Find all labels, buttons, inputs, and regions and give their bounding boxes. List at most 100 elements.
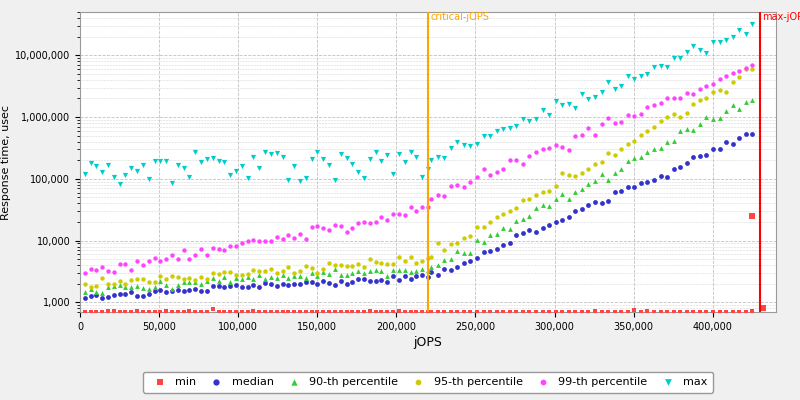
95-th percentile (258, 268, 271, 274)
90-th percentile (602, 177, 614, 184)
95-th percentile (137, 276, 150, 283)
min (258, 309, 271, 315)
99-th percentile (352, 220, 365, 226)
median (102, 294, 114, 300)
95-th percentile (206, 270, 219, 276)
90-th percentile (404, 269, 417, 276)
min (746, 308, 758, 314)
99-th percentile (404, 204, 417, 210)
95-th percentile (497, 211, 510, 217)
99-th percentile (410, 208, 422, 214)
95-th percentile (464, 233, 477, 240)
min (340, 309, 353, 315)
99-th percentile (458, 184, 470, 190)
median (582, 202, 595, 208)
99-th percentile (78, 270, 91, 276)
95-th percentile (674, 114, 686, 120)
min (130, 308, 143, 315)
min (713, 309, 726, 315)
99-th percentile (497, 166, 510, 172)
min (322, 309, 335, 315)
95-th percentile (706, 89, 719, 96)
90-th percentile (425, 264, 438, 271)
max (148, 158, 161, 164)
max (634, 73, 647, 80)
max (386, 171, 399, 178)
90-th percentile (536, 202, 549, 208)
95-th percentile (288, 270, 301, 276)
90-th percentile (130, 282, 143, 289)
max (720, 37, 733, 43)
median (299, 279, 312, 285)
Legend: min, median, 90-th percentile, 95-th percentile, 99-th percentile, max: min, median, 90-th percentile, 95-th per… (143, 372, 713, 393)
90-th percentile (477, 239, 490, 245)
max (171, 162, 184, 168)
max (569, 105, 582, 111)
max (194, 158, 207, 165)
min (235, 309, 248, 315)
median (451, 264, 464, 270)
max (503, 125, 516, 132)
99-th percentile (148, 255, 161, 262)
median (517, 230, 530, 236)
95-th percentile (425, 254, 438, 260)
90-th percentile (119, 284, 132, 290)
95-th percentile (720, 88, 733, 95)
median (218, 284, 230, 290)
median (334, 278, 347, 284)
90-th percentile (125, 284, 138, 291)
min (674, 309, 686, 315)
95-th percentile (628, 138, 641, 144)
min (517, 308, 530, 315)
95-th percentile (615, 146, 628, 152)
median (431, 272, 444, 278)
95-th percentile (299, 262, 312, 269)
max (536, 107, 549, 114)
median (733, 135, 746, 142)
95-th percentile (517, 197, 530, 204)
max (125, 164, 138, 171)
min (582, 308, 595, 315)
90-th percentile (96, 290, 109, 296)
min (438, 309, 450, 315)
90-th percentile (160, 282, 173, 288)
min (125, 309, 138, 315)
95-th percentile (700, 95, 713, 102)
90-th percentile (451, 248, 464, 254)
min (733, 308, 746, 315)
95-th percentile (410, 260, 422, 267)
max (589, 94, 602, 100)
median (536, 225, 549, 232)
median (713, 145, 726, 152)
99-th percentile (575, 132, 588, 138)
min (530, 309, 542, 315)
90-th percentile (556, 190, 569, 197)
min (497, 308, 510, 315)
90-th percentile (641, 149, 654, 156)
95-th percentile (84, 284, 97, 290)
max (84, 160, 97, 166)
90-th percentile (674, 128, 686, 134)
median (720, 139, 733, 146)
95-th percentile (393, 253, 406, 260)
95-th percentile (218, 269, 230, 275)
99-th percentile (334, 223, 347, 230)
99-th percentile (654, 100, 667, 106)
median (201, 288, 214, 295)
median (142, 291, 155, 298)
max (375, 158, 388, 164)
99-th percentile (178, 247, 190, 253)
min (358, 309, 370, 315)
95-th percentile (542, 187, 555, 194)
90-th percentile (720, 108, 733, 114)
max (700, 50, 713, 56)
90-th percentile (464, 250, 477, 257)
max (90, 163, 102, 170)
99-th percentile (595, 120, 608, 127)
max (739, 30, 752, 37)
95-th percentile (253, 268, 266, 274)
max (661, 64, 674, 70)
median (393, 277, 406, 284)
min (206, 306, 219, 312)
95-th percentile (201, 276, 214, 282)
